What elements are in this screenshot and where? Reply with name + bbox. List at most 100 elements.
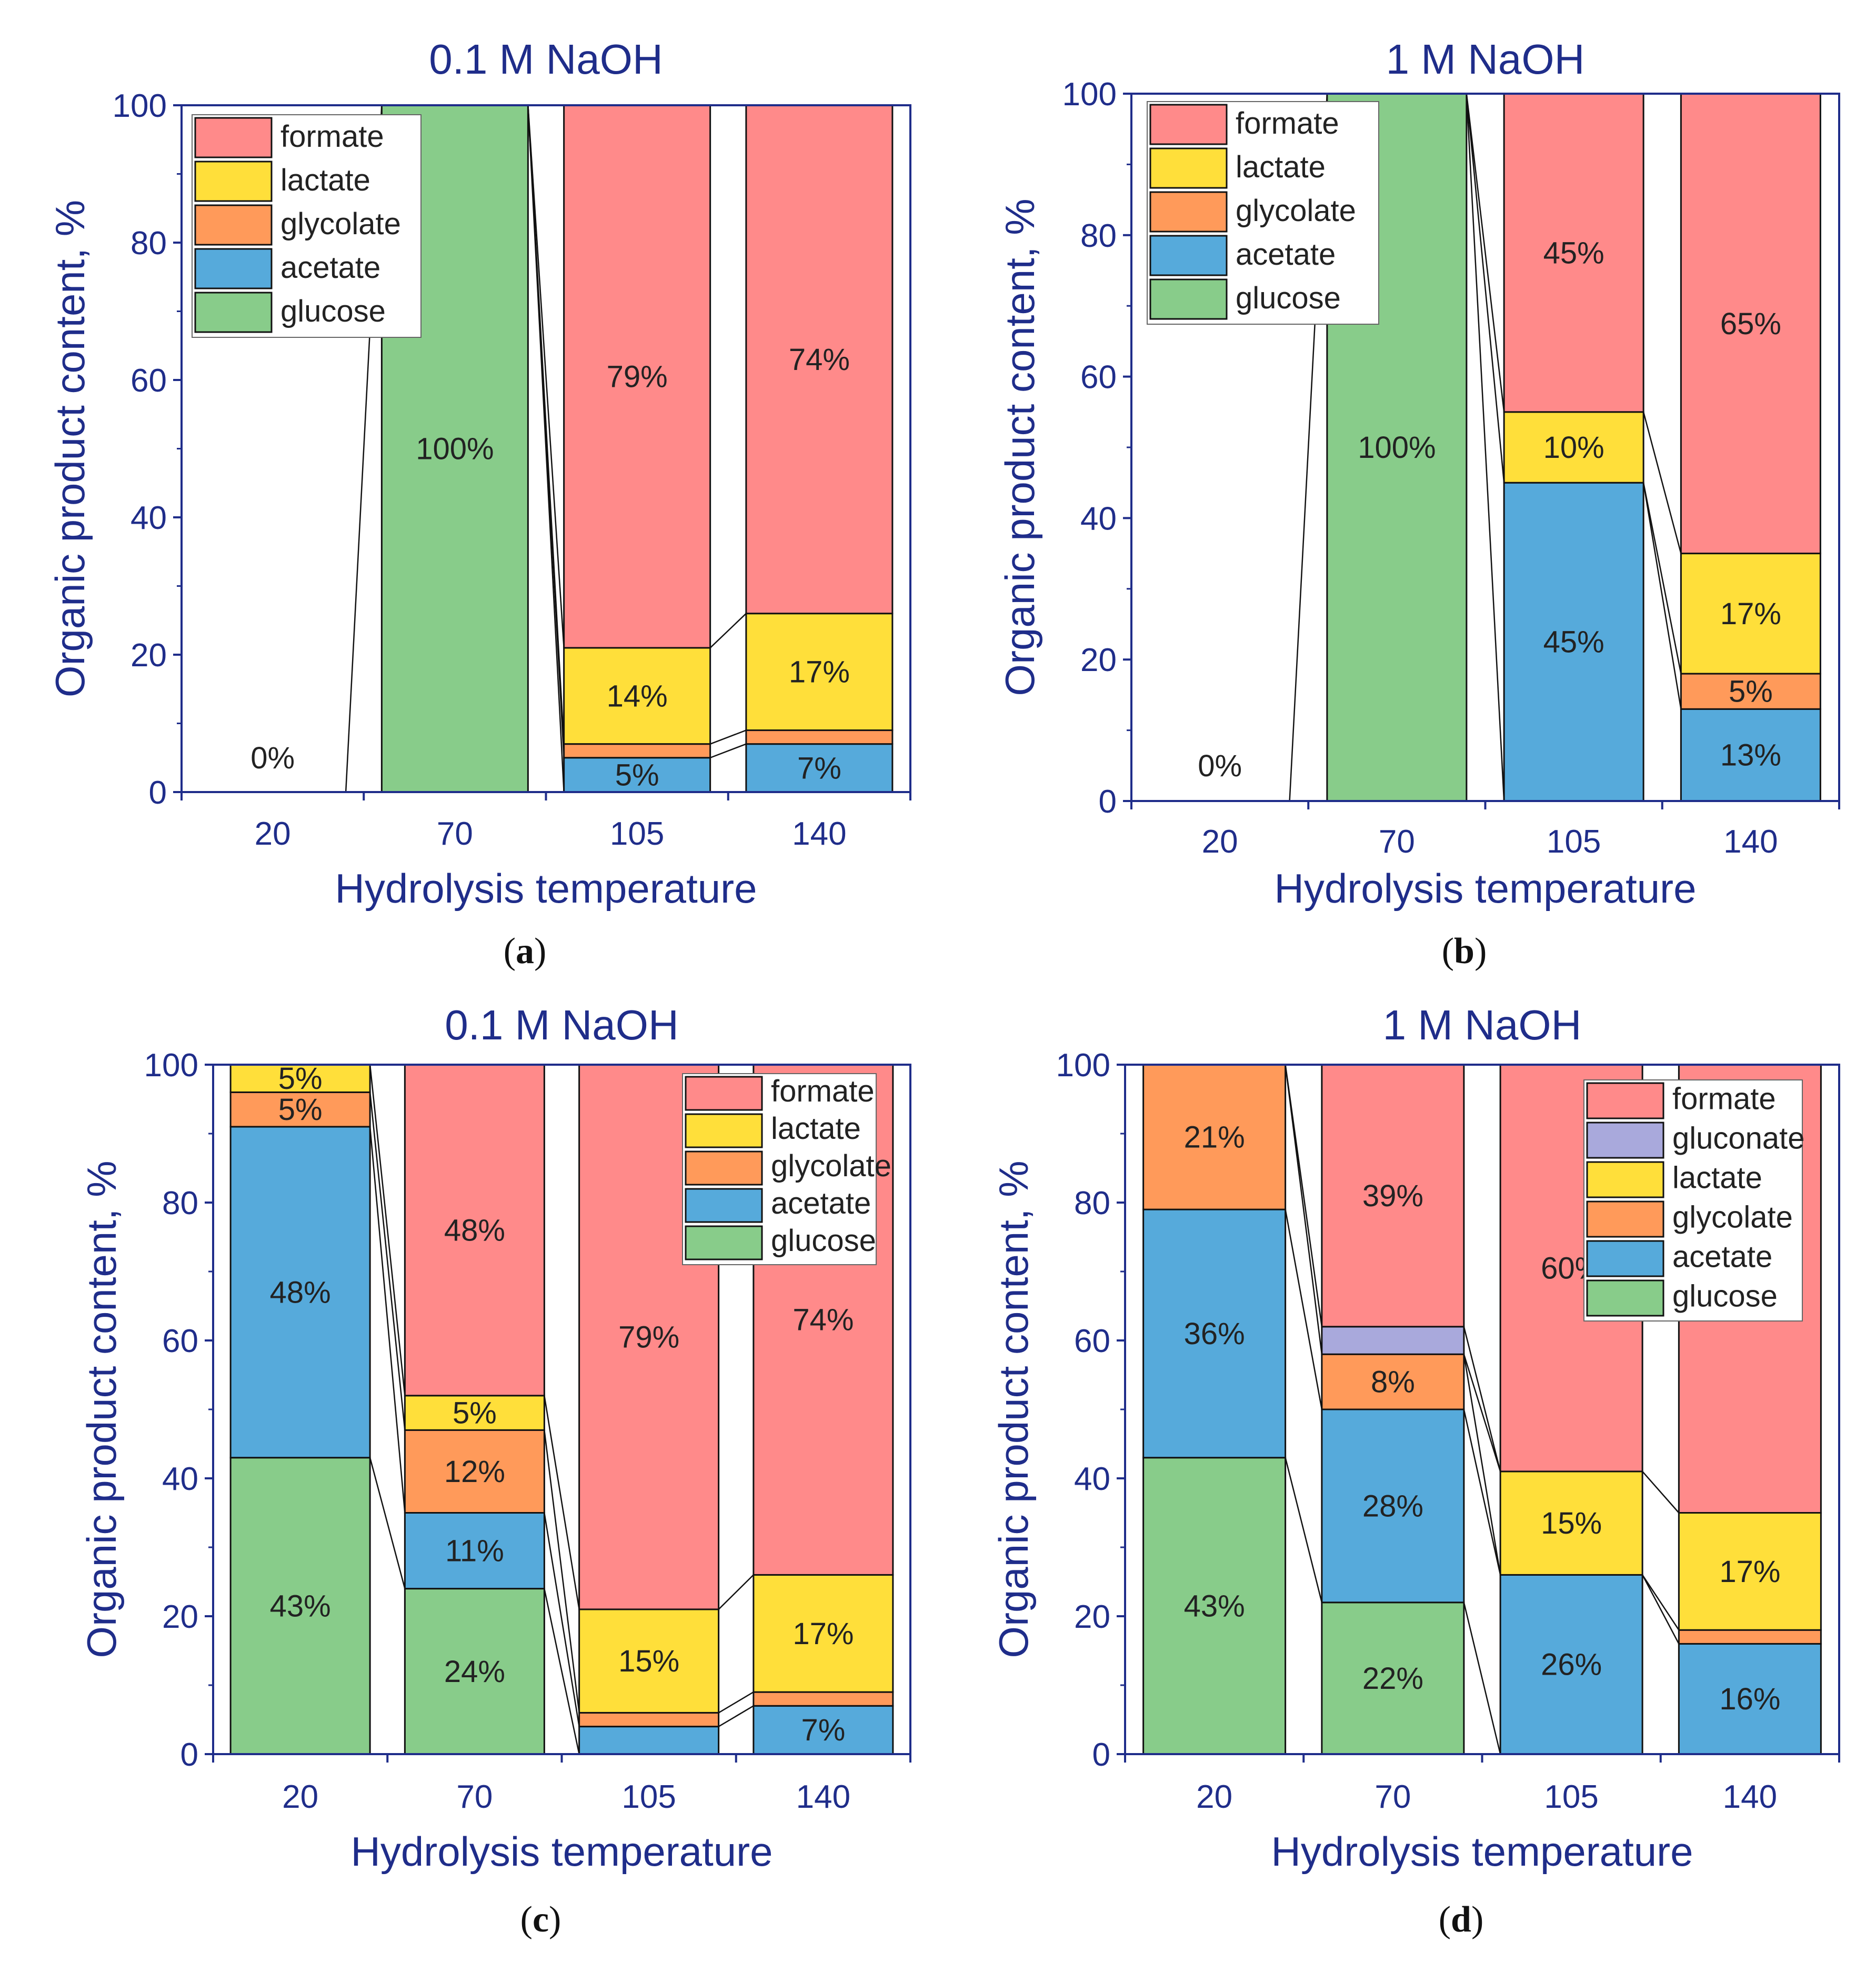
x-tick-label: 105 xyxy=(1547,824,1601,860)
x-axis-title: Hydrolysis temperature xyxy=(335,865,757,912)
y-tick-label: 0 xyxy=(1099,784,1117,820)
chart-title: 1 M NaOH xyxy=(1386,36,1585,83)
data-label: 45% xyxy=(1543,236,1604,270)
bar-segment-glycolate xyxy=(1678,1629,1822,1645)
data-label: 74% xyxy=(792,1303,854,1337)
data-label: 5% xyxy=(615,758,659,792)
bar-segment-glucose xyxy=(1142,1457,1287,1755)
data-label: 17% xyxy=(792,1617,854,1651)
legend-label-glycolate: glycolate xyxy=(280,207,401,241)
y-axis-title: Organic product content, % xyxy=(47,200,93,697)
data-label: 17% xyxy=(789,655,850,689)
y-tick-label: 80 xyxy=(1074,1185,1110,1222)
bar-segment-lactate xyxy=(578,1608,720,1714)
legend-label-glucose: glucose xyxy=(280,294,386,328)
data-label: 39% xyxy=(1362,1179,1423,1213)
bar-140 xyxy=(745,104,894,793)
bar-105 xyxy=(1503,93,1644,802)
bar-segment-acetate xyxy=(229,1126,371,1459)
connector-line xyxy=(1642,1471,1680,1514)
bar-20 xyxy=(1142,1064,1287,1755)
x-tick-label: 140 xyxy=(1723,824,1778,860)
chart-panel-c: 0.1 M NaOH43%48%5%5%24%11%12%5%48%15%79%… xyxy=(78,1002,911,1940)
data-label: 17% xyxy=(1719,1555,1780,1589)
connector-line xyxy=(1463,1602,1501,1755)
connector-line xyxy=(1285,1457,1323,1603)
data-label: 24% xyxy=(444,1655,505,1689)
data-label: 0% xyxy=(250,741,295,775)
legend-label-formate: formate xyxy=(1236,106,1339,141)
bar-segment-glycolate xyxy=(745,729,894,745)
legend-label-acetate: acetate xyxy=(771,1186,871,1220)
bar-segment-glycolate xyxy=(1142,1064,1287,1210)
x-tick-label: 20 xyxy=(255,816,291,852)
panel-letter: (a) xyxy=(504,931,547,972)
x-tick-label: 20 xyxy=(282,1779,318,1815)
chart-title: 0.1 M NaOH xyxy=(429,36,663,83)
bar-segment-formate xyxy=(1321,1064,1465,1328)
data-label: 79% xyxy=(607,359,668,394)
data-label: 28% xyxy=(1362,1489,1423,1523)
legend-label-acetate: acetate xyxy=(1236,237,1336,272)
legend-label-glycolate: glycolate xyxy=(771,1149,891,1183)
y-tick-label: 80 xyxy=(162,1185,198,1222)
x-axis-title: Hydrolysis temperature xyxy=(1275,865,1697,912)
legend-swatch-acetate xyxy=(194,248,273,289)
connector-line xyxy=(718,1691,754,1714)
legend-label-formate: formate xyxy=(771,1074,875,1108)
bar-segment-acetate xyxy=(578,1726,720,1755)
legend-swatch-lactate xyxy=(1586,1161,1664,1198)
data-label: 21% xyxy=(1184,1120,1245,1155)
data-label: 43% xyxy=(270,1589,331,1623)
bar-segment-lactate xyxy=(1499,1470,1643,1576)
connector-line xyxy=(544,1395,580,1610)
bar-segment-glycolate xyxy=(563,743,711,759)
legend-swatch-glucose xyxy=(1149,278,1228,320)
bar-105 xyxy=(563,104,711,793)
panel-letter: (b) xyxy=(1442,931,1487,972)
legend-swatch-formate xyxy=(685,1076,763,1111)
y-tick-label: 100 xyxy=(144,1047,198,1084)
connector-line xyxy=(709,613,747,648)
connector-line xyxy=(1466,93,1505,412)
bar-segment-glycolate xyxy=(229,1091,371,1128)
y-tick-label: 100 xyxy=(1056,1047,1110,1084)
legend-swatch-glycolate xyxy=(1586,1200,1664,1238)
legend-label-lactate: lactate xyxy=(1672,1161,1762,1195)
connector-line xyxy=(527,105,565,648)
bar-segment-lactate xyxy=(745,613,894,732)
data-label: 22% xyxy=(1362,1661,1423,1696)
data-label: 26% xyxy=(1541,1648,1602,1682)
legend-swatch-formate xyxy=(1149,104,1228,145)
x-tick-label: 20 xyxy=(1196,1779,1232,1815)
bar-segment-glycolate xyxy=(753,1691,894,1707)
bar-segment-lactate xyxy=(753,1574,894,1693)
data-label: 5% xyxy=(1729,675,1773,709)
bar-140 xyxy=(1680,93,1821,802)
data-label: 100% xyxy=(416,432,494,466)
data-label: 100% xyxy=(1358,431,1436,465)
y-tick-label: 100 xyxy=(1062,76,1117,113)
y-tick-label: 0 xyxy=(1092,1737,1110,1773)
legend-swatch-lactate xyxy=(1149,147,1228,189)
chart-title: 0.1 M NaOH xyxy=(445,1002,679,1048)
y-tick-label: 60 xyxy=(1080,359,1117,396)
data-label: 48% xyxy=(444,1213,505,1247)
panel-letter: (d) xyxy=(1439,1899,1484,1940)
bar-segment-glycolate xyxy=(1680,673,1821,710)
x-tick-label: 140 xyxy=(1723,1779,1777,1815)
connector-line xyxy=(1642,482,1682,709)
x-tick-label: 70 xyxy=(456,1779,493,1815)
connector-line xyxy=(544,1588,580,1755)
bar-segment-glycolate xyxy=(578,1711,720,1728)
bar-70 xyxy=(1321,1064,1465,1755)
data-label: 10% xyxy=(1543,431,1604,465)
bar-segment-formate xyxy=(745,104,894,615)
legend-label-lactate: lactate xyxy=(1236,150,1326,184)
legend-label-glycolate: glycolate xyxy=(1672,1200,1793,1235)
y-tick-label: 60 xyxy=(131,363,167,399)
legend-label-formate: formate xyxy=(280,119,384,154)
